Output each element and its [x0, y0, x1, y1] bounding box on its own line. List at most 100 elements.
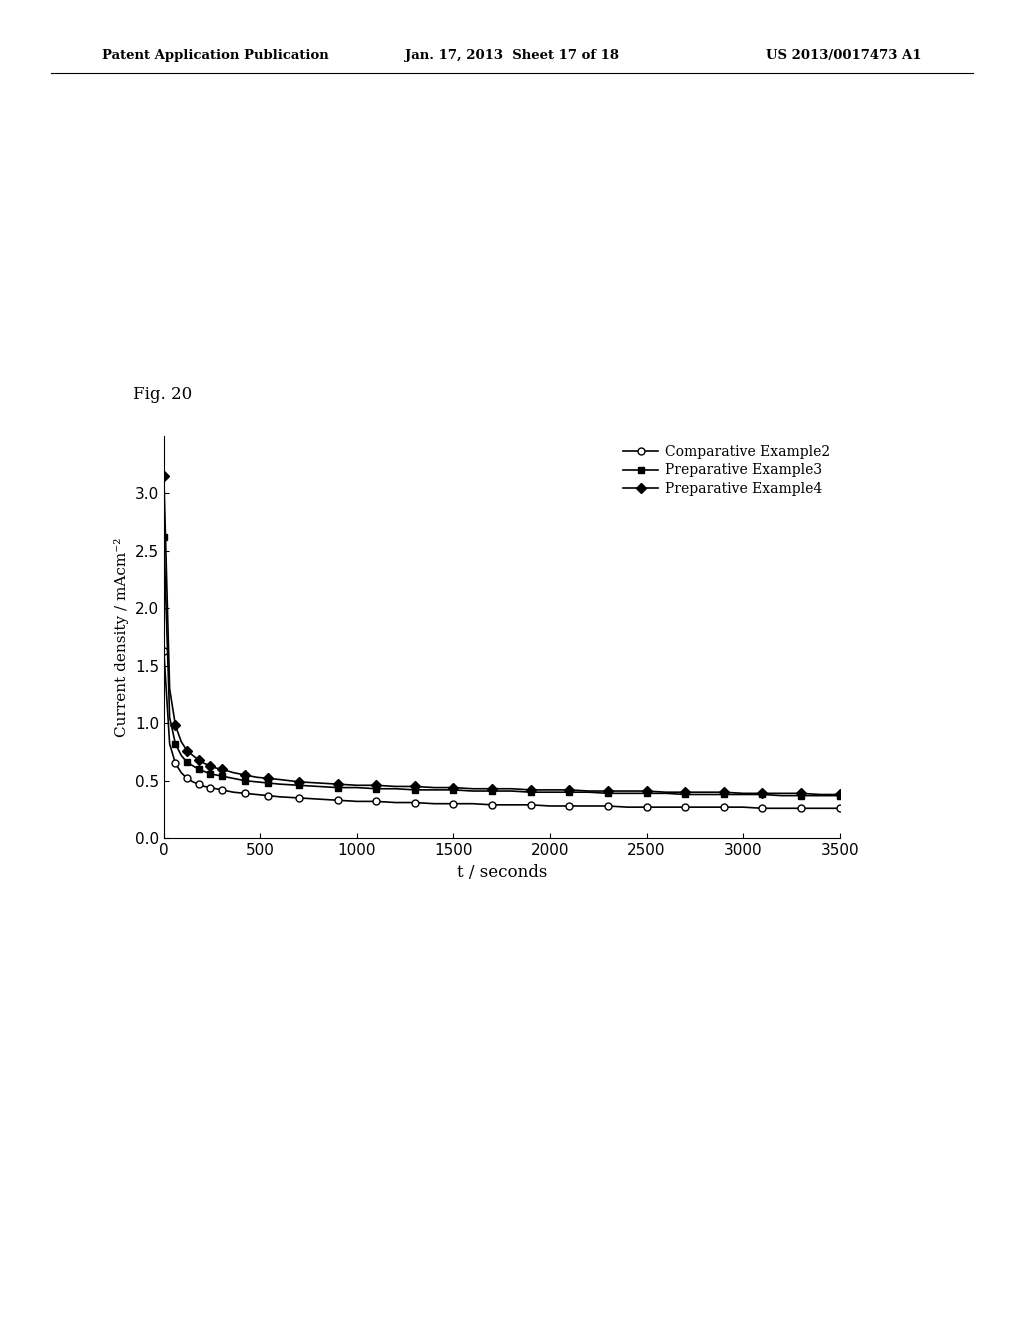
- Preparative Example3: [718, 787, 730, 803]
- Preparative Example4: [583, 783, 595, 799]
- Preparative Example4: [199, 755, 211, 771]
- Y-axis label: Current density / mAcm⁻²: Current density / mAcm⁻²: [114, 537, 129, 737]
- Line: Comparative Example2: Comparative Example2: [161, 647, 843, 812]
- Preparative Example3: [186, 758, 199, 774]
- Comparative Example2: [158, 643, 170, 659]
- Comparative Example2: [370, 793, 382, 809]
- Comparative Example2: [698, 799, 711, 814]
- Preparative Example3: [679, 787, 691, 803]
- Comparative Example2: [204, 780, 216, 796]
- Preparative Example3: [834, 788, 846, 804]
- Preparative Example4: [563, 781, 575, 797]
- Preparative Example4: [659, 784, 672, 800]
- Preparative Example3: [193, 762, 205, 777]
- Preparative Example3: [251, 774, 263, 789]
- Comparative Example2: [251, 787, 263, 803]
- Preparative Example4: [193, 752, 205, 768]
- Preparative Example3: [659, 785, 672, 801]
- Preparative Example3: [169, 737, 181, 752]
- Text: Patent Application Publication: Patent Application Publication: [102, 49, 329, 62]
- Comparative Example2: [679, 799, 691, 814]
- Preparative Example3: [204, 766, 216, 781]
- Preparative Example4: [204, 758, 216, 774]
- Comparative Example2: [737, 799, 750, 814]
- Preparative Example4: [467, 781, 479, 797]
- Preparative Example4: [273, 772, 286, 788]
- Preparative Example3: [273, 776, 286, 792]
- Preparative Example3: [332, 780, 344, 796]
- Preparative Example4: [428, 780, 440, 796]
- Comparative Example2: [505, 797, 517, 813]
- Preparative Example3: [622, 785, 634, 801]
- Comparative Example2: [164, 737, 176, 752]
- Preparative Example4: [332, 776, 344, 792]
- Preparative Example3: [814, 788, 826, 804]
- Comparative Example2: [332, 792, 344, 808]
- Comparative Example2: [312, 791, 325, 807]
- Comparative Example2: [602, 799, 614, 814]
- Preparative Example4: [775, 785, 787, 801]
- Preparative Example4: [409, 779, 421, 795]
- Preparative Example3: [757, 787, 769, 803]
- Preparative Example4: [251, 770, 263, 785]
- Preparative Example4: [262, 771, 274, 787]
- Legend: Comparative Example2, Preparative Example3, Preparative Example4: Comparative Example2, Preparative Exampl…: [617, 440, 836, 502]
- Comparative Example2: [262, 788, 274, 804]
- Preparative Example3: [467, 783, 479, 799]
- Preparative Example4: [164, 681, 176, 697]
- Comparative Example2: [524, 797, 537, 813]
- Comparative Example2: [467, 796, 479, 812]
- Comparative Example2: [175, 764, 187, 780]
- Comparative Example2: [193, 776, 205, 792]
- Preparative Example3: [505, 783, 517, 799]
- Preparative Example4: [814, 787, 826, 803]
- Preparative Example3: [409, 781, 421, 797]
- Comparative Example2: [351, 793, 364, 809]
- Preparative Example4: [186, 747, 199, 763]
- Comparative Example2: [227, 784, 240, 800]
- Preparative Example4: [718, 784, 730, 800]
- Comparative Example2: [181, 771, 194, 787]
- Comparative Example2: [293, 789, 305, 805]
- Preparative Example4: [698, 784, 711, 800]
- Comparative Example2: [239, 785, 251, 801]
- Comparative Example2: [216, 781, 228, 797]
- Comparative Example2: [486, 797, 499, 813]
- Preparative Example4: [505, 781, 517, 797]
- Preparative Example4: [351, 777, 364, 793]
- Comparative Example2: [718, 799, 730, 814]
- Comparative Example2: [199, 779, 211, 795]
- Preparative Example3: [775, 788, 787, 804]
- X-axis label: t / seconds: t / seconds: [457, 863, 547, 880]
- Preparative Example4: [293, 774, 305, 789]
- Comparative Example2: [640, 799, 652, 814]
- Comparative Example2: [273, 789, 286, 805]
- Preparative Example4: [210, 760, 222, 776]
- Preparative Example4: [524, 781, 537, 797]
- Preparative Example4: [239, 767, 251, 783]
- Preparative Example3: [293, 777, 305, 793]
- Text: Fig. 20: Fig. 20: [133, 385, 193, 403]
- Preparative Example3: [175, 747, 187, 763]
- Preparative Example4: [447, 780, 460, 796]
- Preparative Example3: [583, 784, 595, 800]
- Preparative Example3: [216, 768, 228, 784]
- Preparative Example3: [447, 781, 460, 797]
- Preparative Example3: [795, 788, 807, 804]
- Preparative Example3: [262, 775, 274, 791]
- Comparative Example2: [622, 799, 634, 814]
- Comparative Example2: [210, 781, 222, 797]
- Comparative Example2: [583, 799, 595, 814]
- Comparative Example2: [389, 795, 401, 810]
- Preparative Example3: [428, 781, 440, 797]
- Comparative Example2: [186, 774, 199, 789]
- Text: US 2013/0017473 A1: US 2013/0017473 A1: [766, 49, 922, 62]
- Preparative Example3: [563, 784, 575, 800]
- Line: Preparative Example4: Preparative Example4: [161, 473, 843, 799]
- Preparative Example3: [389, 781, 401, 797]
- Comparative Example2: [814, 800, 826, 816]
- Comparative Example2: [409, 795, 421, 810]
- Preparative Example4: [544, 781, 556, 797]
- Preparative Example4: [795, 785, 807, 801]
- Preparative Example4: [737, 785, 750, 801]
